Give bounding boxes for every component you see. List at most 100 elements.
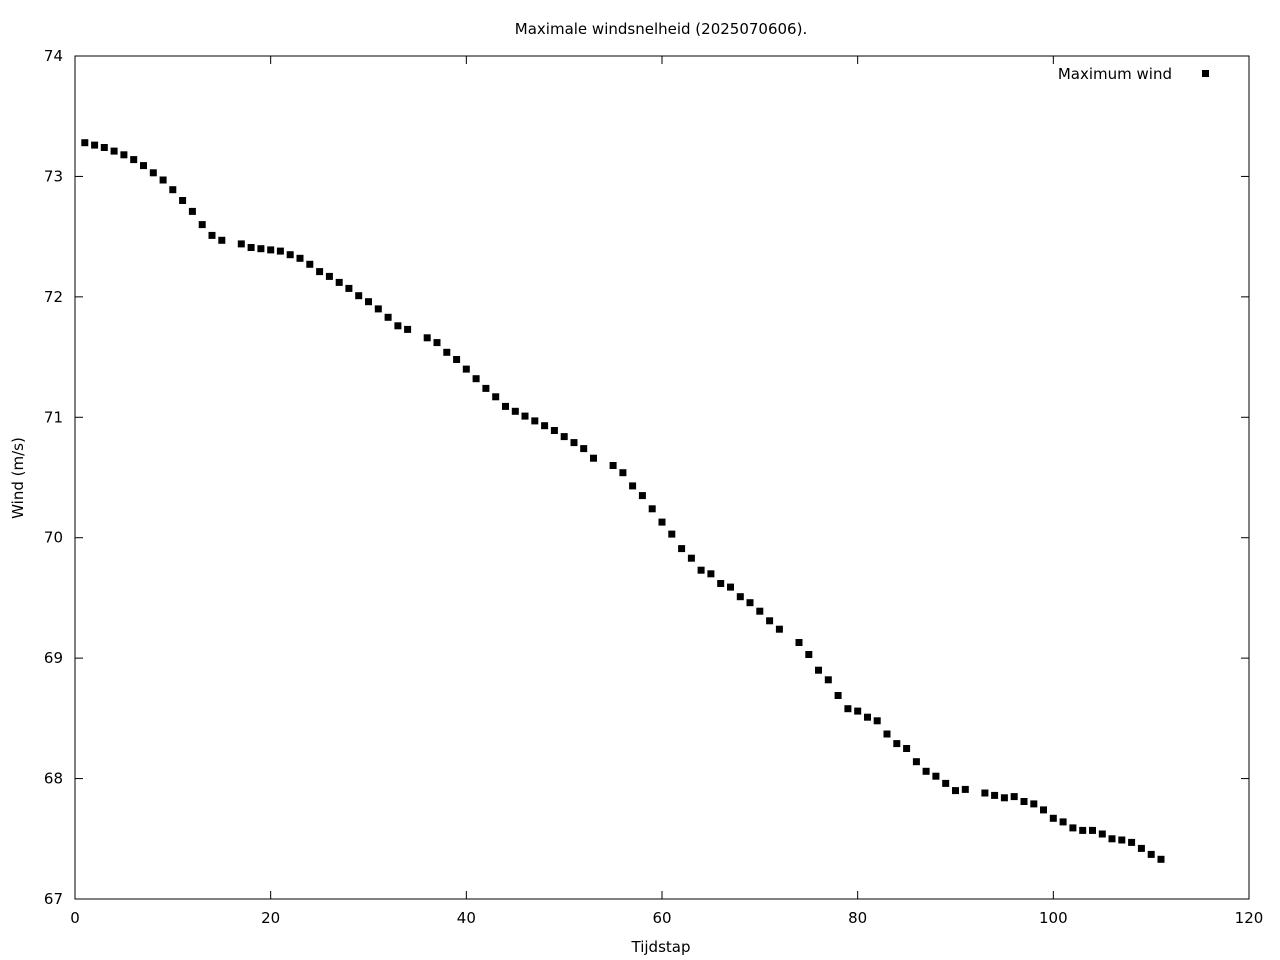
y-tick-label: 68 <box>44 770 63 788</box>
data-point <box>1069 824 1077 832</box>
data-point <box>991 791 999 799</box>
legend-label: Maximum wind <box>1058 65 1172 83</box>
data-point <box>648 505 656 513</box>
data-point <box>687 554 695 562</box>
data-point <box>502 402 509 410</box>
x-tick-label: 60 <box>652 909 671 927</box>
data-point <box>961 785 969 793</box>
data-point <box>922 767 930 775</box>
data-point <box>462 365 470 373</box>
data-point <box>668 530 676 538</box>
x-axis-label: Tijdstap <box>631 938 691 956</box>
data-point <box>580 445 588 453</box>
data-point <box>746 599 754 607</box>
data-point <box>521 412 529 420</box>
data-point <box>609 462 617 469</box>
data-point <box>453 356 461 363</box>
data-point <box>981 789 989 797</box>
data-point <box>1059 818 1067 826</box>
data-point <box>492 393 500 401</box>
data-point <box>345 284 353 292</box>
data-point <box>678 545 686 553</box>
data-point <box>374 305 382 313</box>
data-point <box>883 730 891 738</box>
data-point <box>511 407 519 415</box>
y-tick-label: 72 <box>44 288 63 306</box>
data-point <box>775 625 783 633</box>
x-tick-label: 120 <box>1235 909 1264 927</box>
data-point <box>365 298 372 306</box>
data-point <box>873 717 881 725</box>
data-point <box>550 427 558 434</box>
data-points <box>81 139 1165 863</box>
data-point <box>394 322 402 330</box>
data-point <box>1137 844 1145 852</box>
data-point <box>1000 794 1008 802</box>
data-point <box>1157 855 1165 863</box>
x-axis: 0 20 40 60 80 100 120 <box>70 56 1263 927</box>
data-point <box>766 617 774 625</box>
data-point <box>130 156 138 164</box>
data-point <box>218 236 226 244</box>
data-point <box>110 147 118 155</box>
data-point <box>570 439 578 447</box>
data-point <box>159 176 167 184</box>
data-point <box>1030 800 1038 808</box>
data-point <box>169 186 177 194</box>
data-point <box>1079 826 1087 834</box>
data-point <box>658 518 666 526</box>
data-point <box>355 292 363 300</box>
data-point <box>560 433 568 441</box>
data-point <box>736 593 744 601</box>
y-axis-label: Wind (m/s) <box>9 437 27 519</box>
data-point <box>824 676 832 684</box>
data-point <box>815 666 822 674</box>
data-point <box>140 162 147 170</box>
data-point <box>257 245 265 253</box>
data-point <box>267 246 275 254</box>
data-point <box>91 141 99 149</box>
y-tick-label: 74 <box>44 47 63 65</box>
data-point <box>316 268 324 276</box>
data-point <box>149 169 157 177</box>
data-point <box>619 469 627 477</box>
data-point <box>325 272 333 280</box>
legend-marker <box>1202 70 1209 77</box>
data-point <box>1147 850 1155 858</box>
data-point <box>912 758 920 766</box>
data-point <box>1049 814 1057 822</box>
data-point <box>893 740 901 748</box>
data-point <box>942 779 950 787</box>
data-point <box>1108 835 1116 843</box>
data-point <box>903 745 911 752</box>
x-tick-label: 100 <box>1039 909 1068 927</box>
data-point <box>932 772 940 780</box>
y-axis: 67 68 69 70 71 72 73 74 <box>44 47 1249 908</box>
data-point <box>443 348 451 356</box>
plot-area: 0 20 40 60 80 100 120 67 68 69 70 71 72 73 74 <box>44 47 1263 927</box>
data-point <box>198 221 206 229</box>
data-point <box>286 251 294 259</box>
data-point <box>433 339 441 347</box>
data-point <box>697 566 705 574</box>
data-point <box>335 278 343 286</box>
data-point <box>1118 836 1126 844</box>
data-point <box>276 247 284 255</box>
plot-frame <box>74 55 1250 900</box>
data-point <box>306 260 314 268</box>
y-tick-label: 73 <box>44 167 63 185</box>
data-point <box>707 570 715 578</box>
data-point <box>864 713 871 721</box>
data-point <box>404 325 412 333</box>
data-point <box>727 583 734 591</box>
x-tick-label: 20 <box>261 909 280 927</box>
y-tick-label: 71 <box>44 408 63 426</box>
x-tick-label: 80 <box>848 909 867 927</box>
data-point <box>1098 830 1106 838</box>
data-point <box>805 651 813 658</box>
chart-title: Maximale windsnelheid (2025070606). <box>515 20 807 38</box>
data-point <box>179 197 187 204</box>
data-point <box>247 244 255 251</box>
data-point <box>541 422 549 430</box>
data-point <box>854 707 862 715</box>
